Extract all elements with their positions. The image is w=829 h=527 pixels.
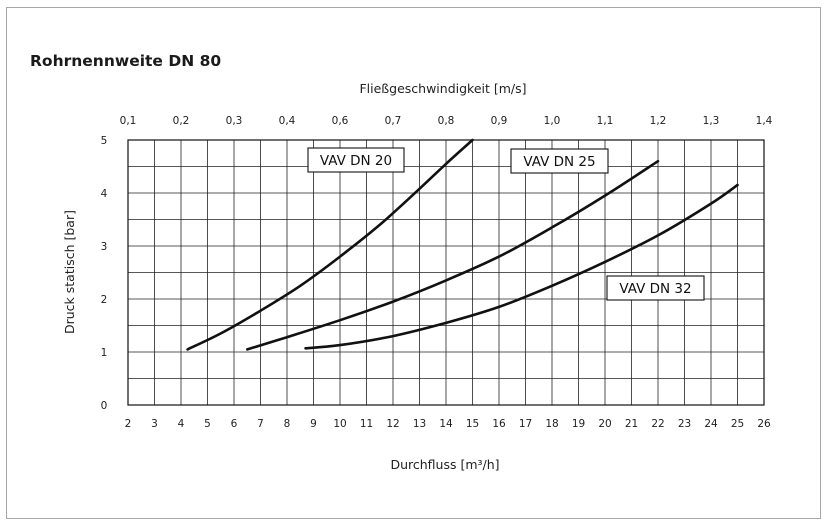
- x2-tick-label: 0,9: [491, 115, 508, 127]
- x2-tick-label: 0,4: [279, 115, 296, 127]
- x-tick-label: 20: [598, 418, 611, 430]
- tick-labels: 2 3 4 5 6 7 8 9 10 11 12 13 14 15 16 17 18 19 20 21 22 23 24 25…: [101, 115, 773, 430]
- x-tick-label: 2: [125, 418, 132, 430]
- curve-label-box: [606, 275, 705, 301]
- x2-tick-label: 0,6: [332, 115, 349, 127]
- y-tick-label: 1: [101, 347, 108, 359]
- x2-tick-label: 1,0: [544, 115, 561, 127]
- x2-tick-label: 1,2: [650, 115, 667, 127]
- x2-tick-label: 0,7: [385, 115, 402, 127]
- x-tick-label: 21: [625, 418, 638, 430]
- y-tick-label: 3: [101, 241, 108, 253]
- series-line-2: [246, 159, 660, 351]
- x2-tick-label: 0,2: [173, 115, 190, 127]
- x2-tick-label: 0,1: [120, 115, 137, 127]
- curve-label-box: [307, 147, 405, 173]
- x-tick-label: 26: [757, 418, 771, 430]
- x2-tick-label: 0,8: [438, 115, 455, 127]
- x-axis-title: Durchfluss [m³/h]: [390, 457, 499, 472]
- figure-frame: [6, 7, 821, 519]
- x2-tick-label: 0,3: [226, 115, 243, 127]
- curves: [186, 138, 739, 351]
- x2-tick-label: 1,4: [756, 115, 773, 127]
- x-tick-label: 7: [257, 418, 264, 430]
- x-tick-label: 24: [704, 418, 718, 430]
- x-tick-label: 9: [310, 418, 317, 430]
- x-tick-label: 3: [151, 418, 158, 430]
- x-tick-label: 14: [439, 418, 453, 430]
- x-tick-label: 19: [572, 418, 585, 430]
- x-tick-label: 12: [386, 418, 399, 430]
- x-tick-label: 10: [333, 418, 346, 430]
- x-tick-label: 17: [519, 418, 532, 430]
- curve-label-text: VAV DN 20: [320, 153, 392, 169]
- y-tick-label: 0: [101, 400, 108, 412]
- x-tick-label: 22: [651, 418, 664, 430]
- x-tick-label: 15: [466, 418, 479, 430]
- x2-axis-title: Fließgeschwindigkeit [m/s]: [359, 81, 526, 96]
- x-tick-label: 8: [284, 418, 291, 430]
- grid: [127, 139, 765, 406]
- curve-label-text: VAV DN 32: [619, 281, 691, 297]
- curve-labels: VAV DN 20 VAV DN 25 VAV DN 32: [307, 147, 705, 301]
- curve-label-box: [510, 148, 609, 174]
- plot-border: [127, 139, 765, 406]
- series-line-3: [304, 183, 739, 350]
- x-tick-label: 4: [178, 418, 185, 430]
- y-tick-label: 4: [101, 188, 108, 200]
- x-tick-label: 13: [413, 418, 426, 430]
- series-line-1: [186, 138, 474, 351]
- x-tick-label: 25: [731, 418, 744, 430]
- x-tick-label: 18: [545, 418, 558, 430]
- x-tick-label: 5: [204, 418, 211, 430]
- x-tick-label: 6: [231, 418, 238, 430]
- curve-label-text: VAV DN 25: [523, 154, 595, 170]
- x2-tick-label: 1,3: [703, 115, 720, 127]
- y-tick-label: 5: [101, 135, 108, 147]
- chart-title: Rohrnennweite DN 80: [30, 52, 222, 70]
- y-axis-title: Druck statisch [bar]: [62, 210, 77, 334]
- y-tick-label: 2: [101, 294, 108, 306]
- x2-tick-label: 1,1: [597, 115, 614, 127]
- x-tick-label: 16: [492, 418, 506, 430]
- x-tick-label: 11: [360, 418, 373, 430]
- x-tick-label: 23: [678, 418, 691, 430]
